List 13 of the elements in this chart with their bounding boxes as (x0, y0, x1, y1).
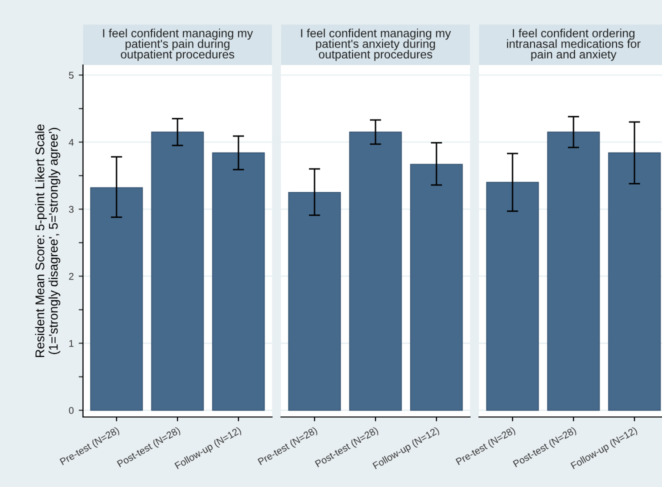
y-tick-label: 1 (69, 340, 74, 347)
bar (212, 152, 265, 411)
y-tick-label: 4 (68, 138, 74, 146)
chart-title: I feel confident ordering intranasal medications for pain and anxiety (507, 28, 641, 61)
bar (90, 187, 143, 411)
bar (151, 132, 204, 411)
y-tick-label: 5 (68, 72, 74, 79)
chart-title: I feel confident managing my patient's pain during outpatient procedures (103, 28, 253, 61)
y-axis-title: Resident Mean Score: 5-point Likert Scale (1='strongly disagree', 5='strongly agree') (35, 124, 60, 358)
y-tick-label: 2 (69, 272, 74, 280)
y-tick-label: 3 (68, 206, 74, 213)
chart-title: I feel confident managing my patient's anxiety during outpatient procedures (301, 28, 451, 61)
y-tick-label: 0 (68, 407, 74, 414)
